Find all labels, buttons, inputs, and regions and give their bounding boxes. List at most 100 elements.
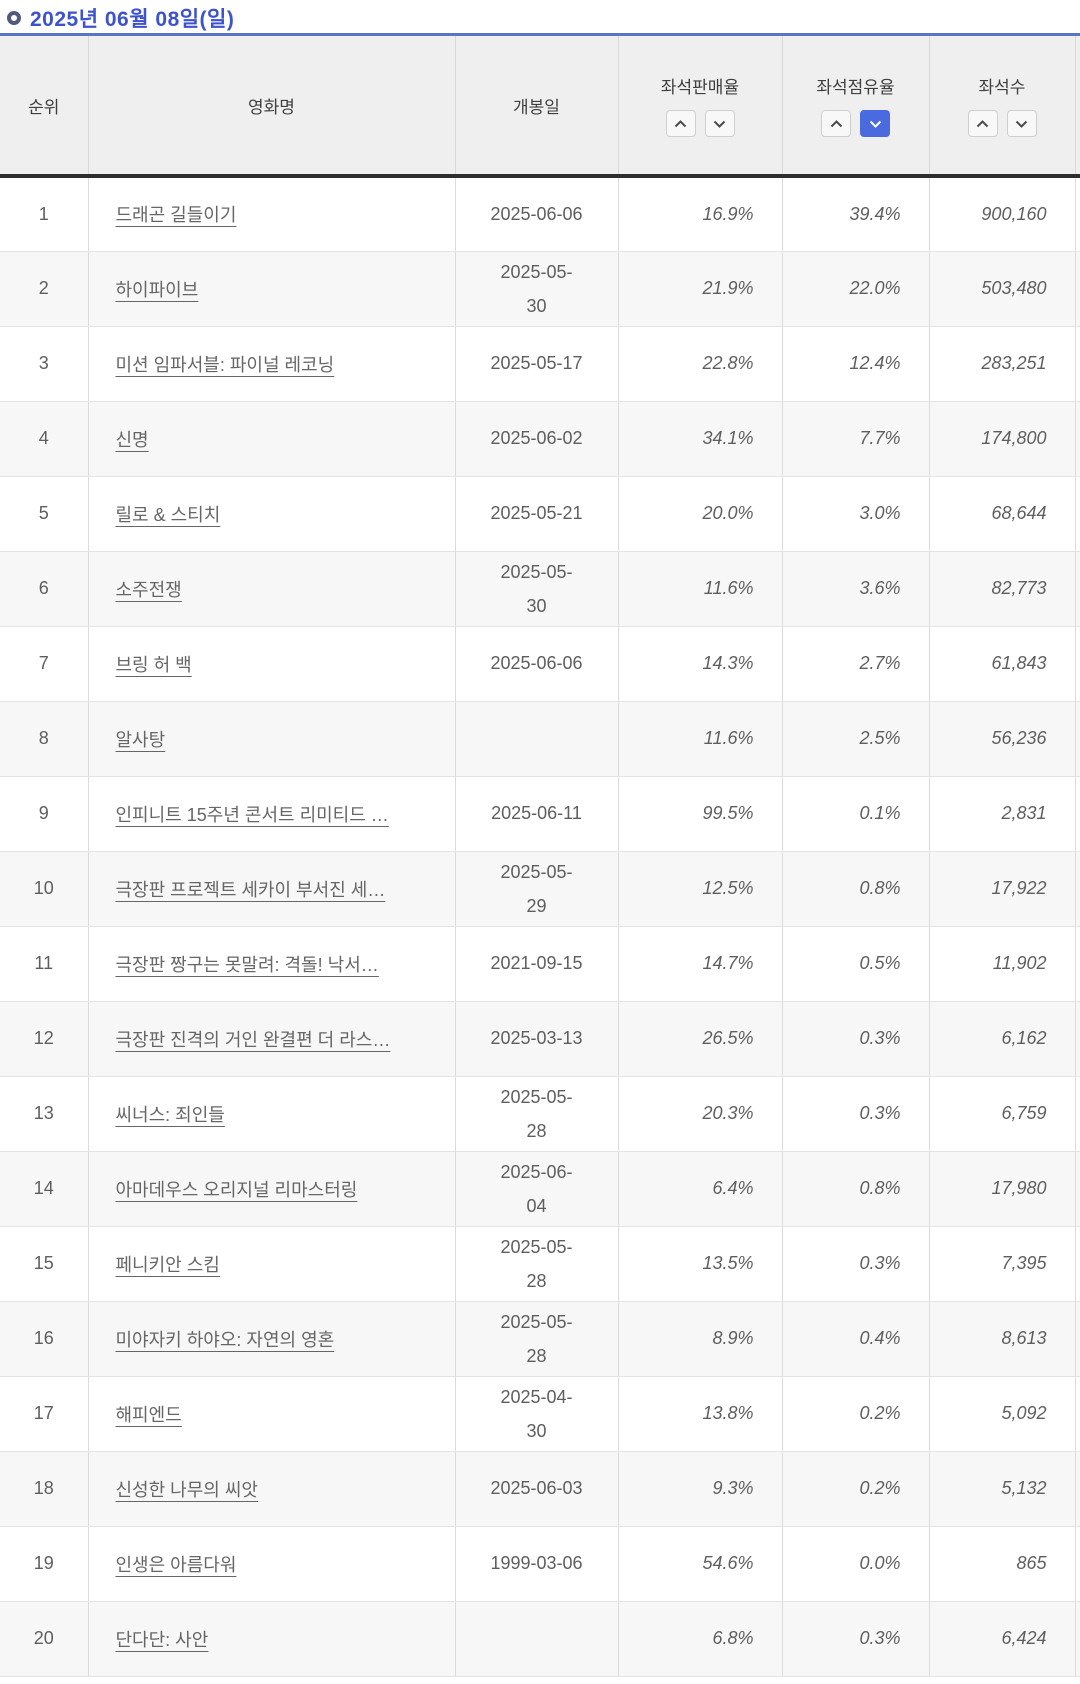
seat-sales-cell: 6.4% [618,1151,783,1227]
rank-cell: 12 [0,1001,89,1077]
movie-title-link[interactable]: 드래곤 길들이기 [115,205,237,226]
seat-sales-cell: 26.5% [618,1001,783,1077]
seat-sales-cell: 16.9% [618,176,783,252]
release-date-cell: 2025-05- 29 [455,851,619,927]
release-date-cell: 2025-06-06 [455,626,619,702]
movie-title-link[interactable]: 하이파이브 [115,279,199,300]
movie-title-link[interactable]: 브링 허 백 [115,654,192,675]
release-date-cell: 2025-04- 30 [455,1376,619,1452]
movie-title-link[interactable]: 단다단: 사안 [115,1629,209,1650]
seat-count-cell: 17,922 [929,851,1076,927]
movie-title-link[interactable]: 해피엔드 [115,1404,182,1425]
movie-title-link[interactable]: 극장판 진격의 거인 완결편 더 라스… [115,1029,391,1050]
sort-desc-button-seat-sales[interactable] [704,110,735,137]
cutoff-cell [1075,1151,1080,1227]
chevron-down-icon [869,120,881,128]
rank-cell: 11 [0,926,89,1002]
seat-share-cell: 0.3% [782,1001,930,1077]
seat-share-cell: 0.8% [782,1151,930,1227]
rank-cell: 4 [0,401,89,477]
table-row: 8 알사탕 11.6% 2.5% 56,236 [0,701,1080,777]
movie-title-link[interactable]: 극장판 프로젝트 세카이 부서진 세… [115,879,386,900]
seat-sales-cell: 14.7% [618,926,783,1002]
release-date-cell: 2025-05- 28 [455,1226,619,1302]
sort-asc-button-seat-sales[interactable] [665,110,696,137]
rank-cell: 13 [0,1076,89,1152]
title-cell: 신명 [88,401,456,477]
rank-cell: 3 [0,326,89,402]
cutoff-cell [1075,1526,1080,1602]
seat-count-cell: 17,980 [929,1151,1076,1227]
seat-share-cell: 0.2% [782,1376,930,1452]
table-row: 1 드래곤 길들이기 2025-06-06 16.9% 39.4% 900,16… [0,176,1080,252]
seat-sales-cell: 22.8% [618,326,783,402]
table-row: 16 미야자키 하야오: 자연의 영혼 2025-05- 28 8.9% 0.4%… [0,1301,1080,1377]
seat-share-cell: 0.5% [782,926,930,1002]
sort-asc-button-seat-count[interactable] [967,110,998,137]
seat-sales-cell: 13.8% [618,1376,783,1452]
box-office-table: 순위 영화명 개봉일 좌석판매율 좌석점유율 [0,36,1080,1677]
sort-desc-button-seat-share[interactable] [860,110,890,137]
title-cell: 인피니트 15주년 콘서트 리미티드 … [88,776,456,852]
title-cell: 극장판 짱구는 못말려: 격돌! 낙서… [88,926,456,1002]
table-row: 9 인피니트 15주년 콘서트 리미티드 … 2025-06-11 99.5% … [0,776,1080,852]
rank-cell: 7 [0,626,89,702]
chevron-up-icon [976,119,989,127]
cutoff-cell [1075,701,1080,777]
table-row: 6 소주전쟁 2025-05- 30 11.6% 3.6% 82,773 [0,551,1080,627]
movie-title-link[interactable]: 극장판 짱구는 못말려: 격돌! 낙서… [115,954,379,975]
movie-title-link[interactable]: 릴로 & 스티치 [115,504,221,525]
table-row: 7 브링 허 백 2025-06-06 14.3% 2.7% 61,843 [0,626,1080,702]
seat-sales-cell: 11.6% [618,701,783,777]
movie-title-link[interactable]: 인생은 아름다워 [115,1554,237,1575]
movie-title-link[interactable]: 미션 임파서블: 파이널 레코닝 [115,354,335,375]
sort-desc-button-seat-count[interactable] [1006,110,1037,137]
seat-count-cell: 82,773 [929,551,1076,627]
release-date-cell [455,1601,619,1677]
table-row: 4 신명 2025-06-02 34.1% 7.7% 174,800 [0,401,1080,477]
movie-title-link[interactable]: 신성한 나무의 씨앗 [115,1479,258,1500]
cutoff-cell [1075,326,1080,402]
cutoff-cell [1075,1076,1080,1152]
rank-cell: 20 [0,1601,89,1677]
seat-share-cell: 12.4% [782,326,930,402]
release-date-cell: 2025-06-11 [455,776,619,852]
movie-title-link[interactable]: 미야자키 하야오: 자연의 영혼 [115,1329,335,1350]
seat-sales-cell: 6.8% [618,1601,783,1677]
movie-title-link[interactable]: 아마데우스 오리지널 리마스터링 [115,1179,358,1200]
cutoff-cell [1075,626,1080,702]
sort-asc-button-seat-share[interactable] [821,110,851,137]
movie-title-link[interactable]: 페니키안 스킴 [115,1254,220,1275]
seat-count-cell: 900,160 [929,176,1076,252]
title-cell: 인생은 아름다워 [88,1526,456,1602]
seat-share-cell: 0.4% [782,1301,930,1377]
release-date-cell: 2025-06- 04 [455,1151,619,1227]
seat-sales-cell: 14.3% [618,626,783,702]
seat-count-cell: 2,831 [929,776,1076,852]
movie-title-link[interactable]: 소주전쟁 [115,579,182,600]
rank-cell: 5 [0,476,89,552]
rank-cell: 18 [0,1451,89,1527]
movie-title-link[interactable]: 신명 [115,429,149,450]
rank-cell: 9 [0,776,89,852]
title-cell: 미션 임파서블: 파이널 레코닝 [88,326,456,402]
rank-cell: 16 [0,1301,89,1377]
seat-share-cell: 0.3% [782,1226,930,1302]
release-date-cell: 2025-05- 28 [455,1076,619,1152]
cutoff-cell [1075,551,1080,627]
column-header-title: 영화명 [88,36,456,178]
movie-title-link[interactable]: 씨너스: 죄인들 [115,1104,225,1125]
release-date-cell: 2025-05-21 [455,476,619,552]
chevron-down-icon [1015,120,1028,128]
column-header-seat-count: 좌석수 [929,36,1076,178]
seat-count-cell: 68,644 [929,476,1076,552]
release-date-cell: 2025-06-06 [455,176,619,252]
release-date-cell: 1999-03-06 [455,1526,619,1602]
cutoff-cell [1075,1601,1080,1677]
table-row: 15 페니키안 스킴 2025-05- 28 13.5% 0.3% 7,395 [0,1226,1080,1302]
seat-share-cell: 3.6% [782,551,930,627]
title-cell: 페니키안 스킴 [88,1226,456,1302]
movie-title-link[interactable]: 인피니트 15주년 콘서트 리미티드 … [115,804,389,825]
movie-title-link[interactable]: 알사탕 [115,729,166,750]
table-row: 14 아마데우스 오리지널 리마스터링 2025-06- 04 6.4% 0.8%… [0,1151,1080,1227]
